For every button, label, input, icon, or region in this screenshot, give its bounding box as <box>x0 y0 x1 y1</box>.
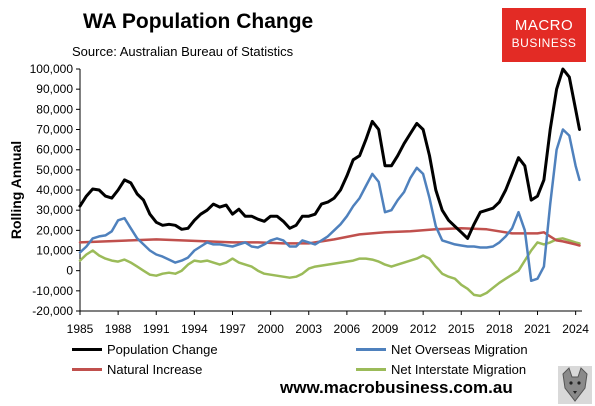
legend-swatch-natural <box>72 368 102 371</box>
axes: -20,000 -10,000 0 10,000 20,000 30,000 40,000 5… <box>30 62 590 336</box>
y-tick-label: 100,000 <box>30 62 74 76</box>
legend-net-overseas: Net Overseas Migration <box>356 342 528 357</box>
x-tick-label: 2009 <box>372 322 399 336</box>
y-tick-label: 60,000 <box>36 143 73 157</box>
x-tick-label: 2018 <box>486 322 513 336</box>
x-tick-label: 2015 <box>448 322 475 336</box>
x-tick-label: 1997 <box>219 322 246 336</box>
x-tick-label: 2006 <box>334 322 361 336</box>
legend-net-interstate: Net Interstate Migration <box>356 362 526 377</box>
x-tick-label: 1985 <box>67 322 94 336</box>
y-tick-label: -10,000 <box>32 284 73 298</box>
legend-label-population: Population Change <box>107 342 218 357</box>
legend-population-change: Population Change <box>72 342 218 357</box>
legend-swatch-interstate <box>356 368 386 371</box>
chart-title: WA Population Change <box>83 10 314 33</box>
x-tick-label: 1991 <box>143 322 170 336</box>
legend-swatch-overseas <box>356 348 386 351</box>
x-tick-label: 2000 <box>257 322 284 336</box>
y-tick-label: 90,000 <box>36 82 73 96</box>
legend-swatch-population <box>72 348 102 351</box>
legend-natural-increase: Natural Increase <box>72 362 202 377</box>
series-line-natural-increase <box>78 227 581 247</box>
y-tick-label: 50,000 <box>36 163 73 177</box>
y-tick-label: 0 <box>66 264 73 278</box>
x-tick-label: 1988 <box>105 322 132 336</box>
legend-label-interstate: Net Interstate Migration <box>391 362 527 377</box>
y-tick-label: 10,000 <box>36 244 73 258</box>
series-line-net-interstate-migration <box>78 237 581 298</box>
x-tick-label: 1994 <box>181 322 208 336</box>
series-layer <box>78 67 581 298</box>
logo-line1: MACRO <box>514 17 574 34</box>
y-tick-label: 40,000 <box>36 183 73 197</box>
wolf-logo-icon <box>558 366 592 404</box>
x-tick-label: 2021 <box>524 322 551 336</box>
x-tick-label: 2024 <box>562 322 589 336</box>
legend-label-overseas: Net Overseas Migration <box>391 342 528 357</box>
y-tick-label: 80,000 <box>36 102 73 116</box>
y-tick-label: 30,000 <box>36 203 73 217</box>
chart-source: Source: Australian Bureau of Statistics <box>72 44 294 59</box>
y-tick-label: -20,000 <box>32 304 73 318</box>
x-tick-label: 2003 <box>295 322 322 336</box>
series-line-net-overseas-migration <box>78 128 581 283</box>
legend-label-natural: Natural Increase <box>107 362 203 377</box>
y-tick-label: 70,000 <box>36 123 73 137</box>
y-tick-label: 20,000 <box>36 223 73 237</box>
x-tick-label: 2012 <box>410 322 437 336</box>
website-url: www.macrobusiness.com.au <box>280 378 513 397</box>
series-line-population-change <box>78 67 581 240</box>
logo-line2: BUSINESS <box>511 36 577 50</box>
macrobusiness-logo: MACRO BUSINESS <box>502 8 586 62</box>
